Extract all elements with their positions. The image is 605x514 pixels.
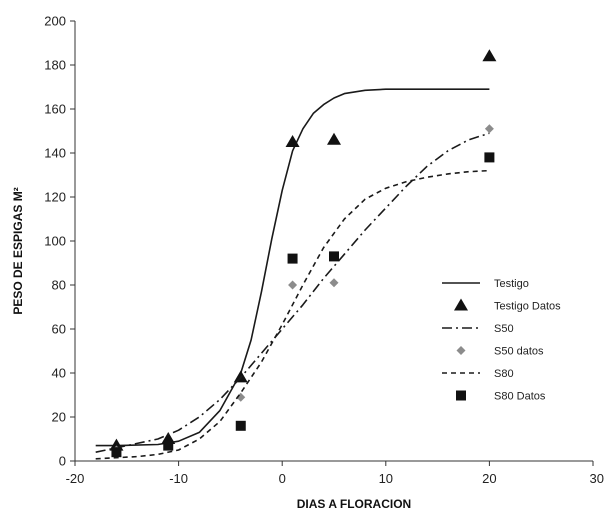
legend-item: S50 bbox=[442, 323, 514, 335]
data-point bbox=[287, 253, 298, 264]
y-axis-ticks: 0 20 40 60 80 100 120 140 160 180 200 bbox=[44, 14, 75, 469]
data-point bbox=[111, 447, 122, 458]
y-tick-label: 40 bbox=[52, 366, 66, 381]
data-point bbox=[285, 135, 300, 147]
legend: Testigo Testigo Datos S50 S50 datos S80 S80 D… bbox=[442, 278, 561, 403]
y-tick-label: 100 bbox=[44, 234, 66, 249]
y-tick-label: 180 bbox=[44, 58, 66, 73]
series-2 bbox=[95, 132, 490, 453]
y-tick-label: 80 bbox=[52, 278, 66, 293]
series-layer bbox=[95, 49, 497, 460]
series-0 bbox=[95, 88, 490, 447]
x-tick-label: 10 bbox=[379, 471, 393, 486]
x-tick-label: 30 bbox=[590, 471, 604, 486]
data-point bbox=[482, 49, 497, 62]
series-3 bbox=[111, 124, 494, 455]
data-point bbox=[329, 251, 339, 262]
legend-label: S50 datos bbox=[494, 346, 544, 358]
legend-swatch bbox=[454, 298, 468, 311]
data-point bbox=[484, 124, 494, 134]
series-line bbox=[95, 132, 490, 453]
legend-swatch bbox=[456, 346, 466, 355]
legend-label: S80 Datos bbox=[494, 391, 546, 403]
series-line bbox=[95, 169, 490, 460]
data-point bbox=[329, 278, 339, 288]
y-tick-label: 160 bbox=[44, 102, 66, 117]
legend-item: S50 datos bbox=[456, 346, 544, 358]
x-axis-ticks: -20 -10 0 10 20 30 bbox=[66, 461, 604, 486]
data-point bbox=[484, 152, 495, 163]
legend-item: S80 bbox=[442, 368, 514, 380]
legend-label: Testigo Datos bbox=[494, 301, 561, 313]
legend-label: Testigo bbox=[494, 278, 529, 290]
y-axis-title: PESO DE ESPIGAS M² bbox=[11, 187, 25, 314]
legend-label: S80 bbox=[494, 368, 514, 380]
legend-swatch bbox=[456, 390, 466, 401]
series-4 bbox=[95, 169, 490, 460]
x-axis-title: DIAS A FLORACION bbox=[297, 497, 411, 511]
y-tick-label: 120 bbox=[44, 190, 66, 205]
y-tick-label: 60 bbox=[52, 322, 66, 337]
legend-label: S50 bbox=[494, 323, 514, 335]
y-tick-label: 20 bbox=[52, 410, 66, 425]
legend-item: Testigo bbox=[442, 278, 529, 290]
legend-item: Testigo Datos bbox=[454, 298, 561, 313]
series-5 bbox=[111, 152, 495, 458]
series-line bbox=[95, 88, 490, 447]
x-tick-label: -20 bbox=[66, 471, 85, 486]
y-tick-label: 140 bbox=[44, 146, 66, 161]
x-tick-label: 0 bbox=[279, 471, 286, 486]
data-point bbox=[288, 280, 298, 290]
y-tick-label: 0 bbox=[59, 454, 66, 469]
data-point bbox=[235, 420, 246, 431]
data-point bbox=[163, 440, 174, 451]
x-tick-label: 20 bbox=[482, 471, 496, 486]
legend-item: S80 Datos bbox=[456, 390, 546, 403]
x-tick-label: -10 bbox=[169, 471, 188, 486]
data-point bbox=[327, 132, 341, 145]
y-tick-label: 200 bbox=[44, 14, 66, 29]
series-1 bbox=[109, 49, 497, 451]
